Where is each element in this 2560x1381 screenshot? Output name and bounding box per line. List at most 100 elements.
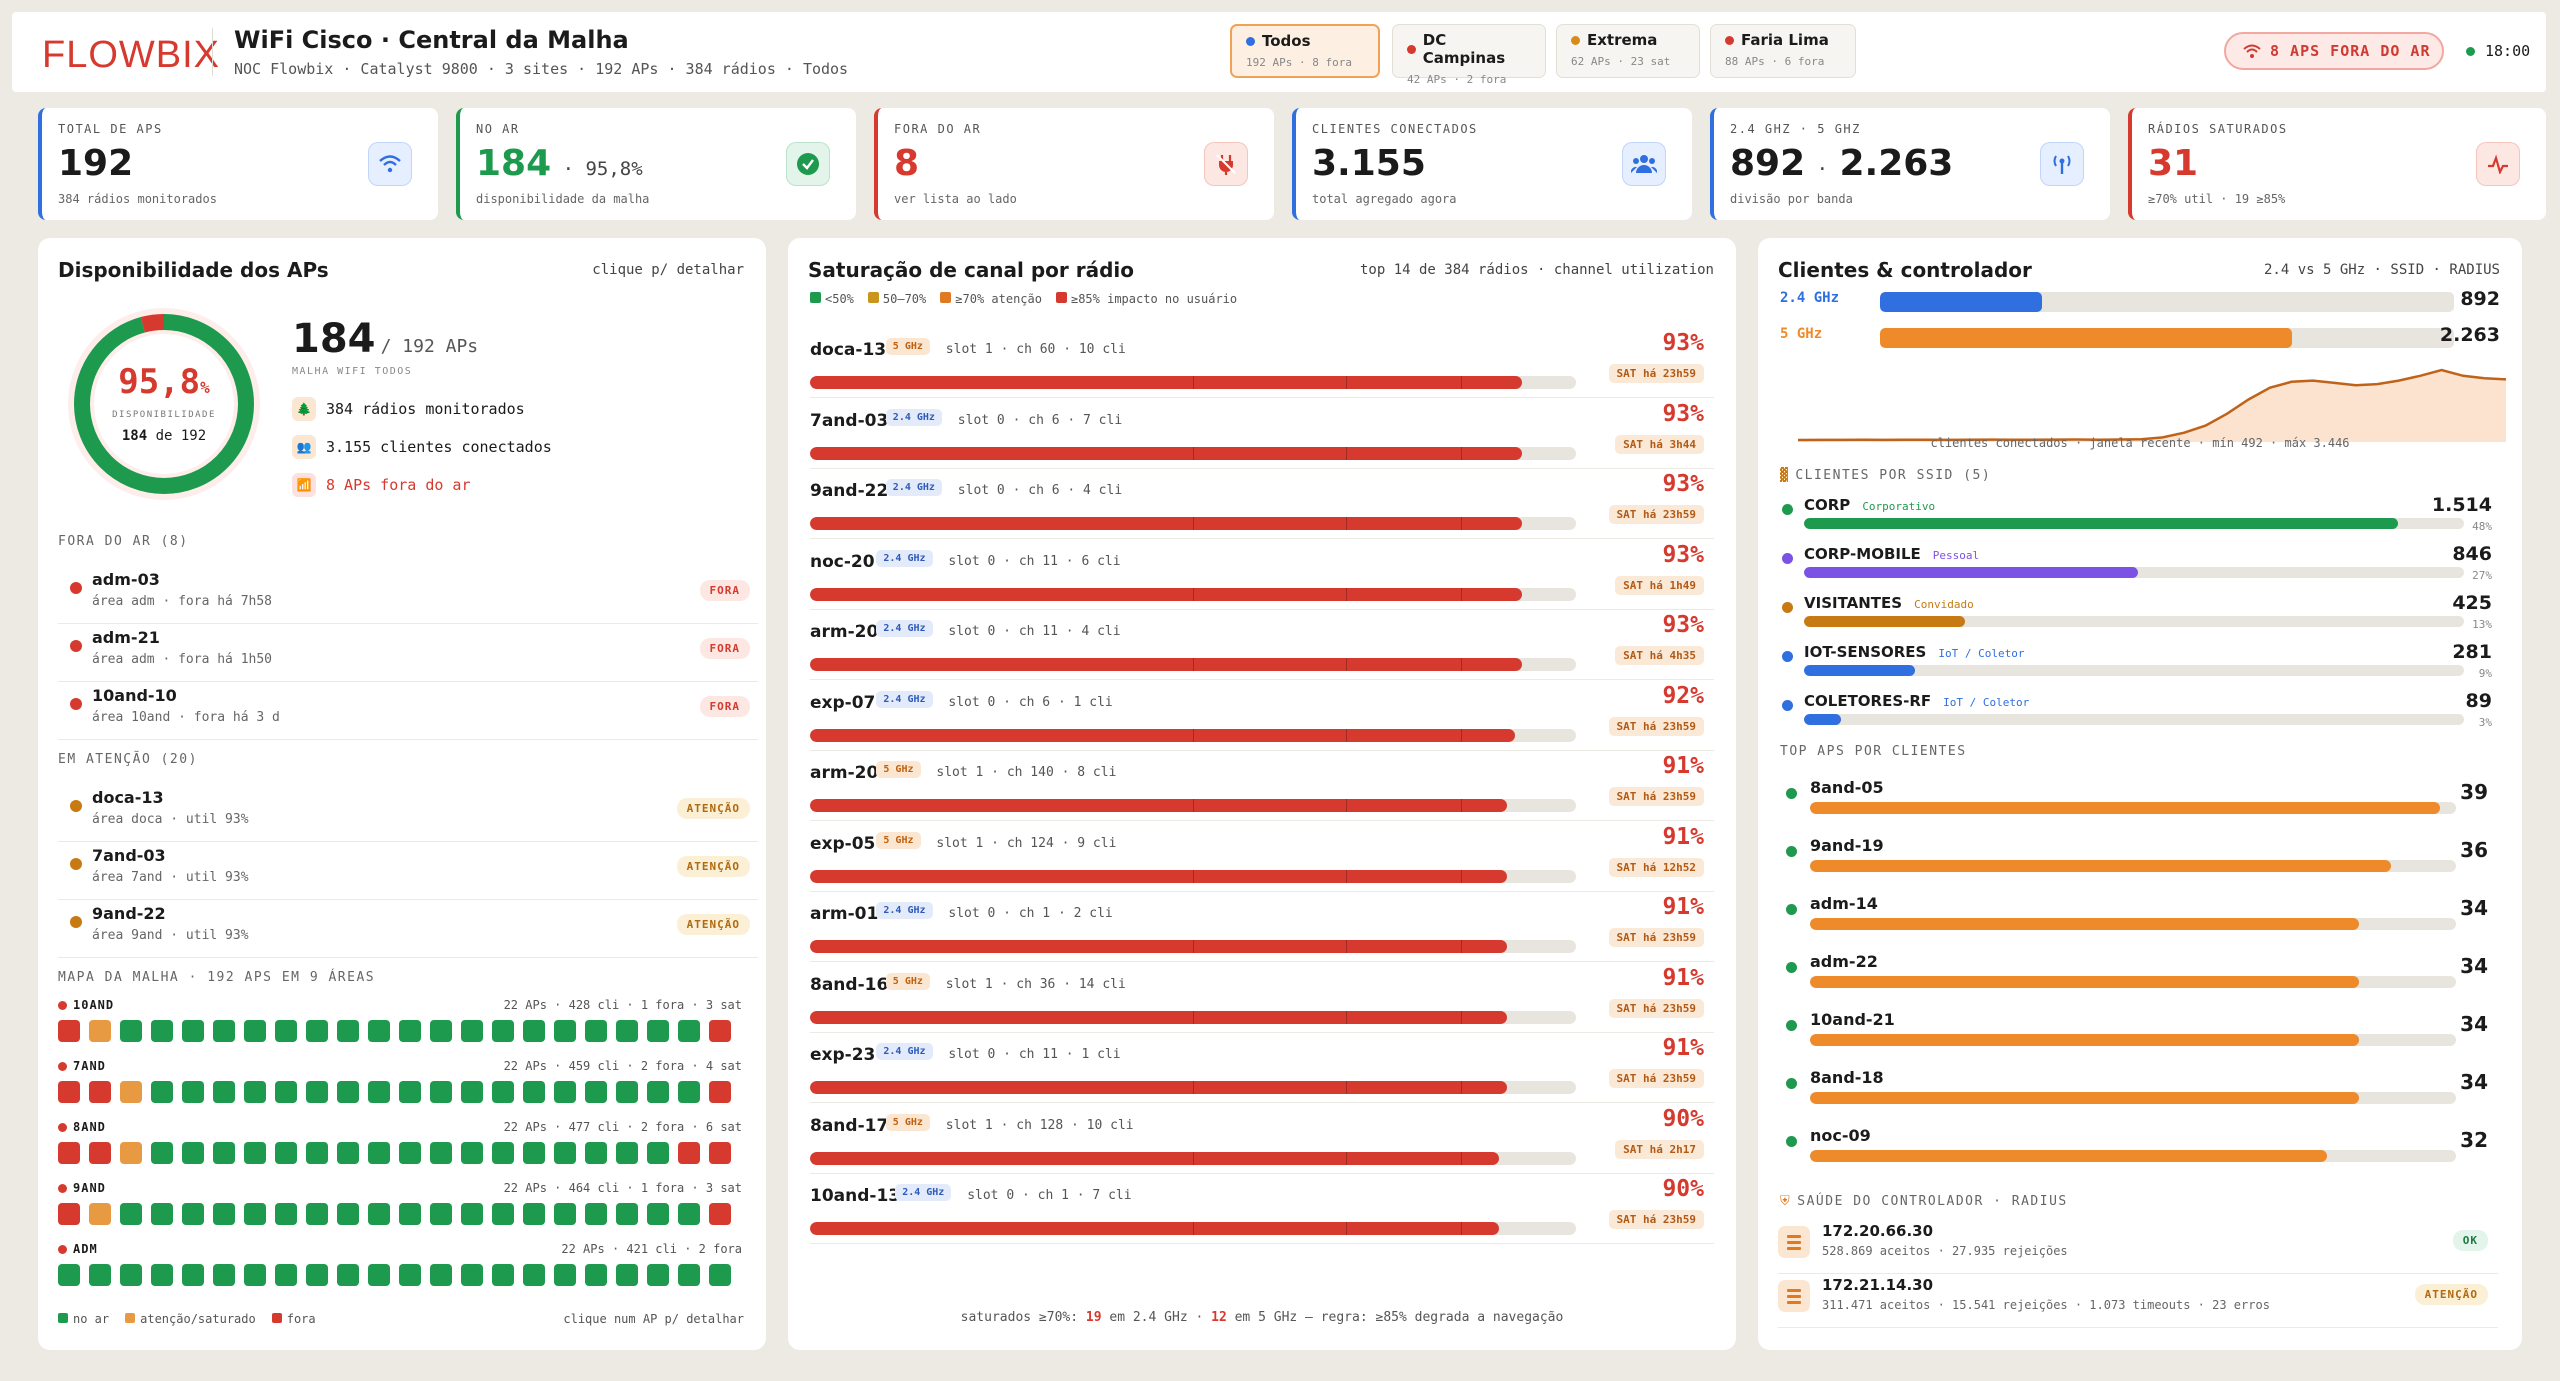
radio-row[interactable]: 8and-17 5 GHz slot 1 · ch 128 · 10 cli 90% S… (810, 1104, 1714, 1174)
ap-cell[interactable] (585, 1020, 607, 1042)
ap-cell[interactable] (678, 1142, 700, 1164)
ap-row[interactable]: adm-03 área adm · fora há 7h58 FORA (58, 568, 758, 624)
kpi-card-1[interactable]: TOTAL DE APS 192 384 rádios monitorados (38, 108, 438, 220)
ap-cell[interactable] (492, 1203, 514, 1225)
ap-cell[interactable] (213, 1203, 235, 1225)
ssid-row[interactable]: VISITANTES Convidado 425 13% (1778, 592, 2498, 640)
ap-cell[interactable] (182, 1020, 204, 1042)
ssid-row[interactable]: CORP Corporativo 1.514 48% (1778, 494, 2498, 542)
ap-cell[interactable] (647, 1142, 669, 1164)
ap-cell[interactable] (523, 1264, 545, 1286)
ap-cell[interactable] (275, 1264, 297, 1286)
ap-cell[interactable] (709, 1142, 731, 1164)
down-alert-button[interactable]: 8 APS FORA DO AR (2224, 32, 2444, 70)
top-ap-row[interactable]: adm-22 34 (1778, 952, 2498, 1010)
ap-cell[interactable] (430, 1081, 452, 1103)
radio-row[interactable]: arm-20 5 GHz slot 1 · ch 140 · 8 cli 91% SAT… (810, 751, 1714, 821)
ap-cell[interactable] (709, 1020, 731, 1042)
radio-row[interactable]: exp-23 2.4 GHz slot 0 · ch 11 · 1 cli 91% SA… (810, 1033, 1714, 1103)
ap-cell[interactable] (461, 1203, 483, 1225)
ap-cell[interactable] (554, 1142, 576, 1164)
ap-row[interactable]: 9and-22 área 9and · util 93% ATENÇÃO (58, 902, 758, 958)
ap-cell[interactable] (244, 1081, 266, 1103)
ap-cell[interactable] (306, 1264, 328, 1286)
radio-row[interactable]: noc-20 2.4 GHz slot 0 · ch 11 · 6 cli 93% SA… (810, 540, 1714, 610)
ap-cell[interactable] (430, 1142, 452, 1164)
ap-cell[interactable] (89, 1020, 111, 1042)
ap-cell[interactable] (151, 1203, 173, 1225)
ap-cell[interactable] (616, 1142, 638, 1164)
ap-cell[interactable] (58, 1142, 80, 1164)
ap-cell[interactable] (306, 1203, 328, 1225)
ap-cell[interactable] (244, 1020, 266, 1042)
ap-cell[interactable] (368, 1020, 390, 1042)
ap-cell[interactable] (337, 1142, 359, 1164)
ap-cell[interactable] (399, 1142, 421, 1164)
top-ap-row[interactable]: 8and-18 34 (1778, 1068, 2498, 1126)
ap-cell[interactable] (213, 1142, 235, 1164)
top-ap-row[interactable]: 10and-21 34 (1778, 1010, 2498, 1068)
ssid-row[interactable]: COLETORES-RF IoT / Coletor 89 3% (1778, 690, 2498, 738)
ap-cell[interactable] (182, 1081, 204, 1103)
ap-cell[interactable] (523, 1142, 545, 1164)
ap-cell[interactable] (89, 1264, 111, 1286)
ssid-row[interactable]: IOT-SENSORES IoT / Coletor 281 9% (1778, 641, 2498, 689)
ap-cell[interactable] (554, 1081, 576, 1103)
ap-cell[interactable] (554, 1020, 576, 1042)
filter-dc-campinas[interactable]: DC Campinas 42 APs · 2 fora (1392, 24, 1546, 86)
ap-cell[interactable] (213, 1264, 235, 1286)
ap-cell[interactable] (492, 1142, 514, 1164)
ap-cell[interactable] (461, 1142, 483, 1164)
ap-row[interactable]: 10and-10 área 10and · fora há 3 d FORA (58, 684, 758, 740)
ap-cell[interactable] (244, 1203, 266, 1225)
ap-cell[interactable] (554, 1264, 576, 1286)
filter-todos[interactable]: Todos 192 APs · 8 fora (1230, 24, 1380, 78)
ap-cell[interactable] (89, 1142, 111, 1164)
radio-row[interactable]: 9and-22 2.4 GHz slot 0 · ch 6 · 4 cli 93% SA… (810, 469, 1714, 539)
kpi-card-2[interactable]: NO AR 184 · 95,8% disponibilidade da malha (456, 108, 856, 220)
availability-hint[interactable]: clique p/ detalhar (592, 262, 744, 278)
radio-row[interactable]: arm-01 2.4 GHz slot 0 · ch 1 · 2 cli 91% SAT… (810, 892, 1714, 962)
controller-row[interactable]: 172.21.14.30 311.471 aceitos · 15.541 rej… (1778, 1276, 2498, 1328)
ap-cell[interactable] (461, 1081, 483, 1103)
ssid-row[interactable]: CORP-MOBILE Pessoal 846 27% (1778, 543, 2498, 591)
ap-cell[interactable] (430, 1020, 452, 1042)
kpi-card-3[interactable]: FORA DO AR 8 ver lista ao lado (874, 108, 1274, 220)
kpi-card-4[interactable]: CLIENTES CONECTADOS 3.155 total agregado a… (1292, 108, 1692, 220)
ap-cell[interactable] (523, 1203, 545, 1225)
ap-cell[interactable] (337, 1020, 359, 1042)
ap-cell[interactable] (492, 1264, 514, 1286)
ap-cell[interactable] (151, 1081, 173, 1103)
controller-row[interactable]: 172.20.66.30 528.869 aceitos · 27.935 rej… (1778, 1222, 2498, 1274)
radio-row[interactable]: exp-07 2.4 GHz slot 0 · ch 6 · 1 cli 92% SAT… (810, 681, 1714, 751)
radio-row[interactable]: arm-20 2.4 GHz slot 0 · ch 11 · 4 cli 93% SA… (810, 610, 1714, 680)
ap-row[interactable]: 7and-03 área 7and · util 93% ATENÇÃO (58, 844, 758, 900)
top-ap-row[interactable]: 8and-05 39 (1778, 778, 2498, 836)
ap-cell[interactable] (678, 1081, 700, 1103)
ap-cell[interactable] (461, 1264, 483, 1286)
ap-cell[interactable] (58, 1081, 80, 1103)
ap-cell[interactable] (306, 1081, 328, 1103)
ap-cell[interactable] (337, 1264, 359, 1286)
ap-cell[interactable] (213, 1081, 235, 1103)
ap-cell[interactable] (647, 1264, 669, 1286)
ap-cell[interactable] (585, 1142, 607, 1164)
ap-cell[interactable] (678, 1203, 700, 1225)
ap-cell[interactable] (585, 1081, 607, 1103)
top-ap-row[interactable]: adm-14 34 (1778, 894, 2498, 952)
ap-cell[interactable] (461, 1020, 483, 1042)
ap-cell[interactable] (523, 1081, 545, 1103)
ap-cell[interactable] (337, 1203, 359, 1225)
ap-cell[interactable] (368, 1203, 390, 1225)
kpi-card-5[interactable]: 2.4 GHZ · 5 GHZ 892 · 2.263 divisão por ba… (1710, 108, 2110, 220)
filter-extrema[interactable]: Extrema 62 APs · 23 sat (1556, 24, 1700, 78)
ap-cell[interactable] (399, 1081, 421, 1103)
ap-cell[interactable] (523, 1020, 545, 1042)
ap-cell[interactable] (430, 1203, 452, 1225)
ap-cell[interactable] (709, 1264, 731, 1286)
ap-cell[interactable] (244, 1264, 266, 1286)
ap-cell[interactable] (275, 1020, 297, 1042)
ap-cell[interactable] (58, 1020, 80, 1042)
ap-cell[interactable] (709, 1203, 731, 1225)
availability-gauge[interactable]: 95,8% DISPONIBILIDADE 184 de 192 (66, 306, 262, 502)
